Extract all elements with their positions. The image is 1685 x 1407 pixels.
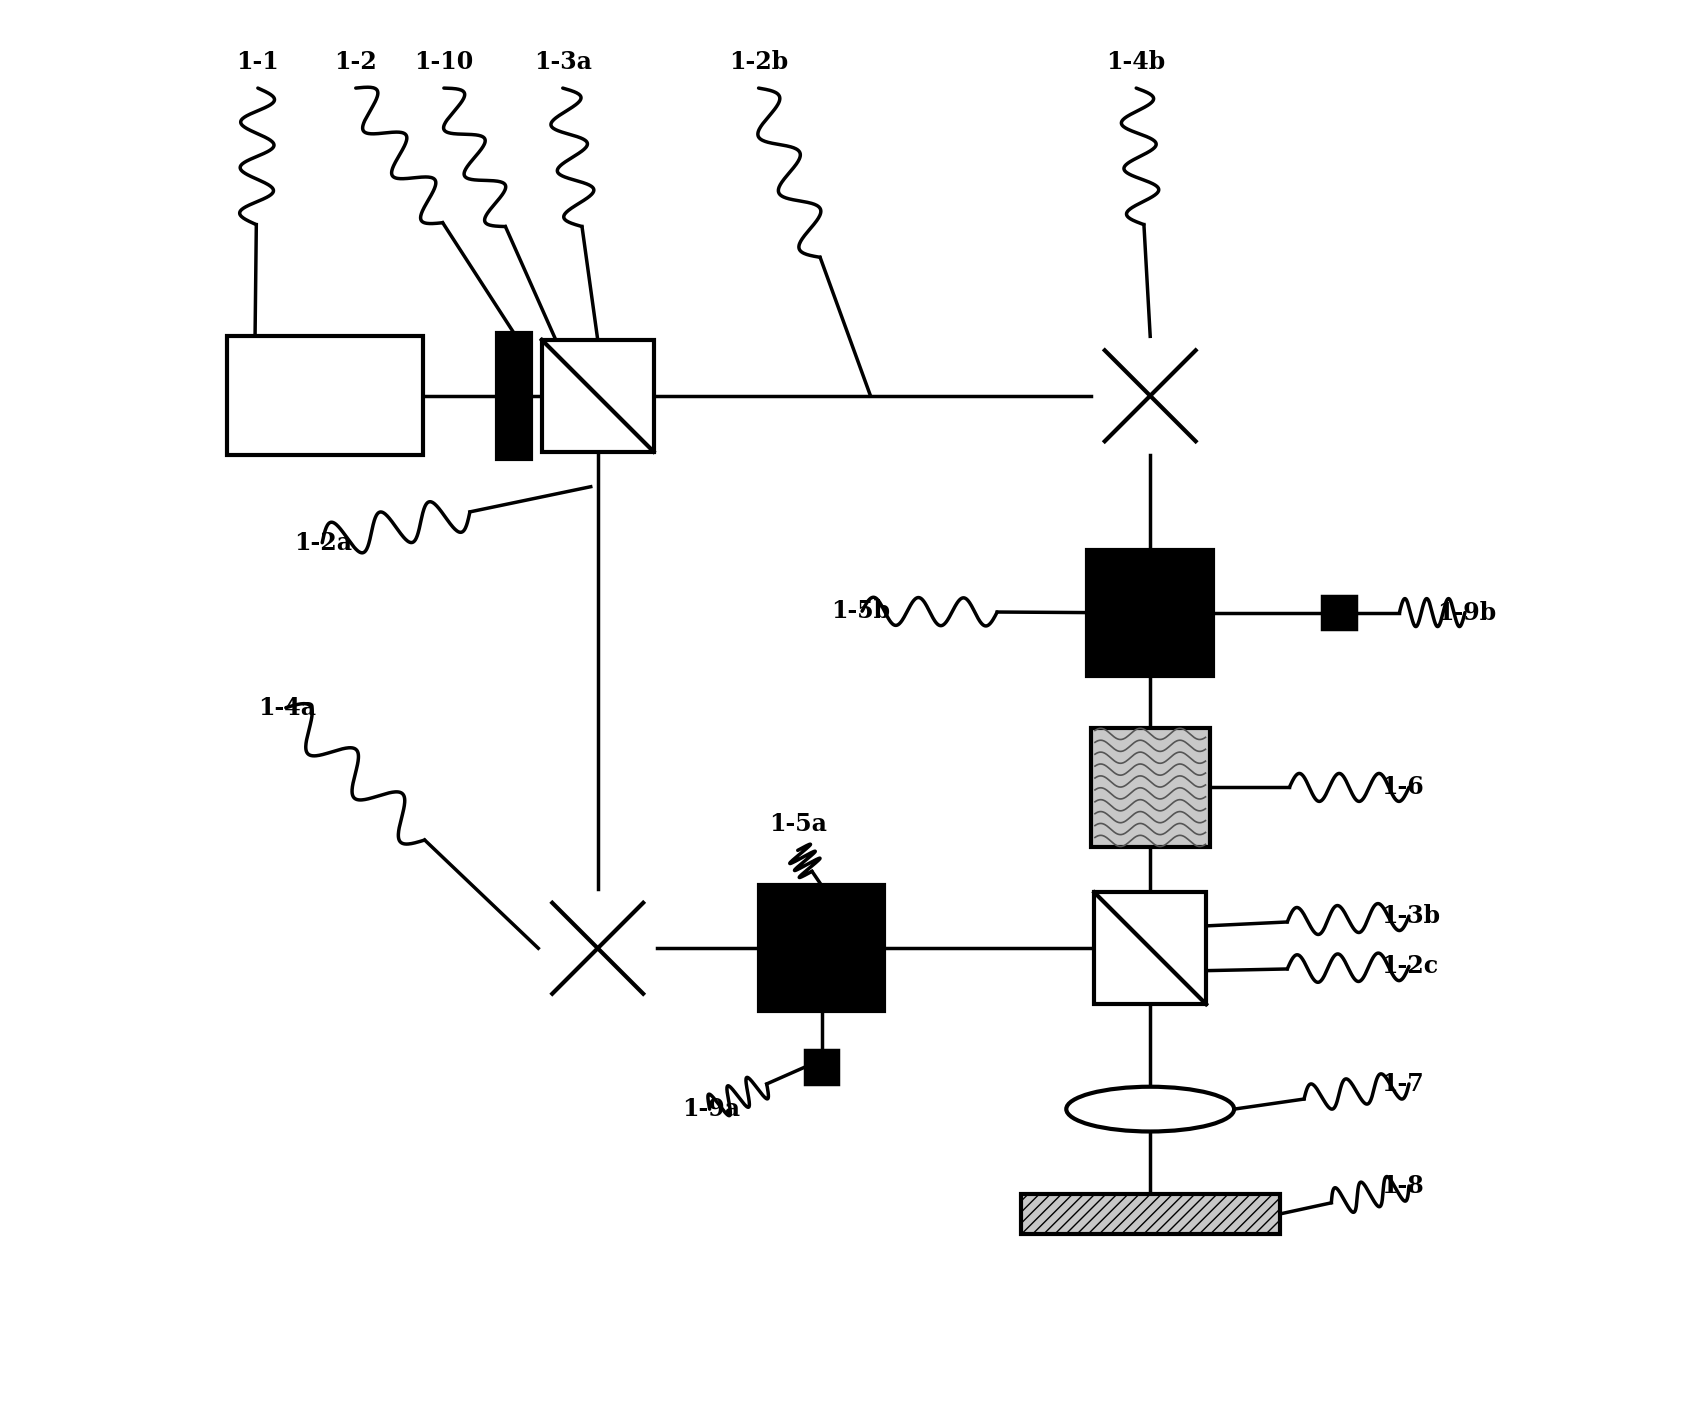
- Text: 1-2c: 1-2c: [1382, 954, 1437, 978]
- Text: 1-6: 1-6: [1382, 775, 1424, 799]
- Text: 1-1: 1-1: [236, 51, 280, 75]
- Text: 1-3b: 1-3b: [1382, 905, 1441, 929]
- Ellipse shape: [1067, 1086, 1233, 1131]
- Bar: [1323, 595, 1356, 629]
- Text: 1-4b: 1-4b: [1107, 51, 1166, 75]
- Text: 1-2b: 1-2b: [730, 51, 789, 75]
- Bar: [1087, 550, 1213, 675]
- Text: 1-2a: 1-2a: [295, 530, 352, 554]
- Bar: [543, 340, 654, 452]
- Bar: [1021, 1195, 1279, 1234]
- Text: 1-9b: 1-9b: [1437, 601, 1496, 625]
- Text: 1-5b: 1-5b: [831, 599, 890, 623]
- Bar: [497, 333, 531, 459]
- Text: 1-4a: 1-4a: [258, 695, 315, 720]
- Bar: [758, 885, 885, 1012]
- Text: 1-9a: 1-9a: [682, 1097, 740, 1121]
- Text: 1-8: 1-8: [1382, 1173, 1424, 1197]
- Text: 1-7: 1-7: [1382, 1072, 1424, 1096]
- Bar: [1094, 892, 1206, 1005]
- Bar: [1090, 727, 1210, 847]
- Text: 1-5a: 1-5a: [768, 812, 827, 836]
- Text: 1-2: 1-2: [334, 51, 377, 75]
- Bar: [227, 336, 423, 456]
- Bar: [805, 1051, 839, 1083]
- Text: 1-3a: 1-3a: [534, 51, 591, 75]
- Text: 1-10: 1-10: [415, 51, 473, 75]
